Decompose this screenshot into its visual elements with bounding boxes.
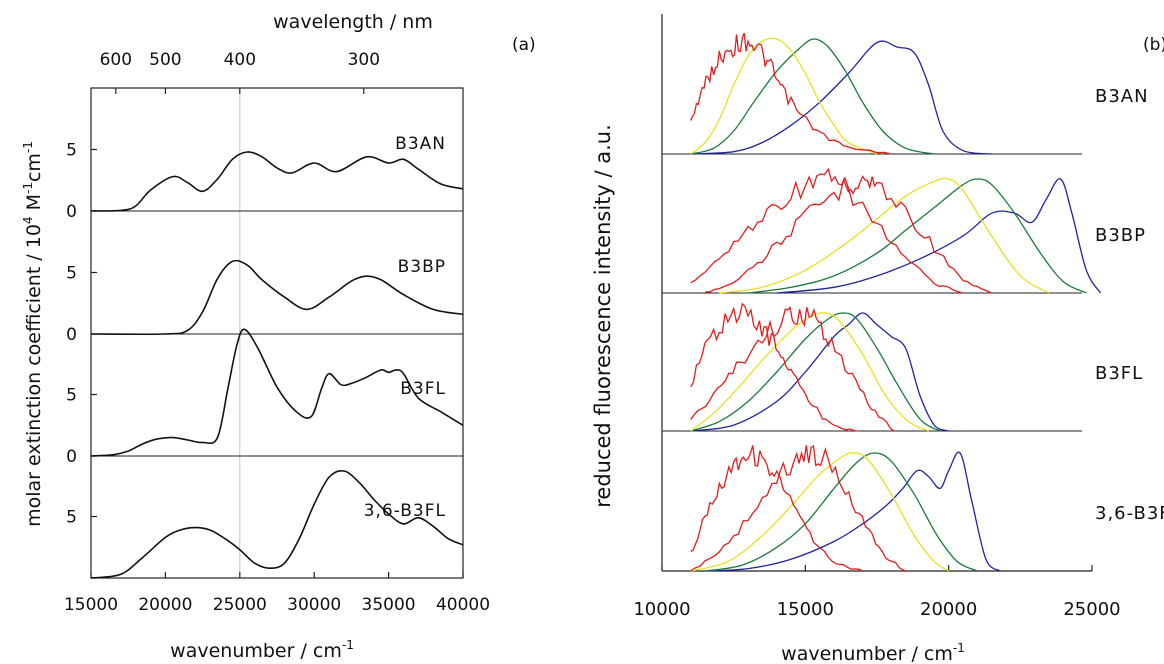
fluorescence-curve-b3an xyxy=(690,40,992,155)
top-tick-label-a: 600 xyxy=(100,50,132,70)
y-axis-label-a-text: molar extinction coefficient / 10 xyxy=(23,224,45,527)
series-label-b: B3FL xyxy=(1095,363,1143,384)
fluorescence-curve-3-6-b3fl xyxy=(704,451,1001,572)
series-label-a: 3,6-B3FL xyxy=(364,501,446,521)
panel-a-label: (a) xyxy=(512,35,536,55)
x-tick-label-a: 30000 xyxy=(287,595,341,615)
x-tick-label-b: 25000 xyxy=(1063,599,1120,620)
y-tick-label-a: 5 xyxy=(66,386,77,406)
x-tick-label-b: 20000 xyxy=(920,599,977,620)
y-axis-label-a-sup3: -1 xyxy=(21,141,35,153)
y-axis-label-a-unit: M xyxy=(23,194,45,216)
fluorescence-curve-3-6-b3fl xyxy=(690,445,863,572)
y-tick-label-a: 5 xyxy=(66,264,77,284)
y-tick-label-a: 0 xyxy=(66,325,77,345)
series-label-b: 3,6-B3FL xyxy=(1095,503,1164,524)
y-axis-label-a-sup2: -1 xyxy=(21,182,35,194)
x-axis-label-b: wavenumber / cm-1 xyxy=(781,641,965,664)
x-axis-label-a-text: wavenumber / cm xyxy=(170,640,342,662)
fluorescence-curve-b3fl xyxy=(690,302,860,432)
fluorescence-curve-b3fl xyxy=(690,312,949,432)
y-tick-label-a: 0 xyxy=(66,447,77,467)
absorption-curve-b3fl xyxy=(90,328,464,457)
fluorescence-curve-b3fl xyxy=(690,312,929,432)
x-axis-label-a-sup: -1 xyxy=(342,638,354,652)
x-tick-label-a: 15000 xyxy=(64,595,118,615)
fluorescence-curve-b3an xyxy=(690,32,892,155)
fluorescence-curve-3-6-b3fl xyxy=(704,452,978,572)
fluorescence-curve-3-6-b3fl xyxy=(690,452,950,572)
x-tick-label-a: 20000 xyxy=(138,595,192,615)
absorption-curve-b3an xyxy=(90,151,464,212)
x-axis-label-b-text: wavenumber / cm xyxy=(781,643,953,664)
fluorescence-curve-b3fl xyxy=(690,306,895,432)
y-axis-label-a-cm: cm xyxy=(23,153,45,182)
x-tick-label-b: 15000 xyxy=(777,599,834,620)
y-tick-label-a: 5 xyxy=(66,508,77,528)
panel-b: 10000 15000 20000 25000 B3AN B3BP B3FL 3,6-B3FL xyxy=(633,14,1164,620)
absorption-curve-b3bp xyxy=(90,259,464,336)
x-tick-label-a: 35000 xyxy=(362,595,416,615)
y-axis-label-a-sup1: 4 xyxy=(21,216,35,224)
series-label-a: B3FL xyxy=(400,379,446,399)
fluorescence-curve-b3an xyxy=(690,38,935,155)
top-tick-label-a: 500 xyxy=(149,50,181,70)
fluorescence-curve-b3bp xyxy=(690,167,964,294)
plot-frame-a xyxy=(90,87,464,579)
series-label-a: B3AN xyxy=(395,134,446,154)
y-axis-label-b: reduced fluorescence intensity / a.u. xyxy=(591,124,615,508)
panel-b-label: (b) xyxy=(1143,35,1164,55)
fluorescence-curve-3-6-b3fl xyxy=(690,444,906,572)
top-tick-label-a: 400 xyxy=(224,50,256,70)
x-axis-label-b-sup: -1 xyxy=(953,641,965,655)
fluorescence-curve-b3an xyxy=(690,37,878,155)
y-tick-label-a: 0 xyxy=(66,202,77,222)
fluorescence-curve-b3bp xyxy=(776,178,1102,294)
fluorescence-curve-b3bp xyxy=(704,175,992,294)
series-label-b: B3BP xyxy=(1095,225,1146,246)
y-tick-label-a: 5 xyxy=(66,141,77,161)
x-tick-label-a: 25000 xyxy=(213,595,267,615)
fluorescence-curve-b3bp xyxy=(747,178,1087,294)
absorption-curve-3-6-b3fl xyxy=(90,470,464,579)
top-axis-label: wavelength / nm xyxy=(273,11,433,33)
fluorescence-curve-b3fl xyxy=(690,312,941,432)
series-label-b: B3AN xyxy=(1095,86,1149,107)
x-axis-label-a: wavenumber / cm-1 xyxy=(170,638,354,662)
top-tick-label-a: 300 xyxy=(348,50,380,70)
y-axis-label-a: molar extinction coefficient / 104 M-1cm… xyxy=(21,141,45,527)
series-label-a: B3BP xyxy=(398,257,446,277)
fluorescence-curve-b3bp xyxy=(719,177,1050,294)
x-tick-label-b: 10000 xyxy=(633,599,690,620)
x-tick-label-a: 40000 xyxy=(436,595,490,615)
